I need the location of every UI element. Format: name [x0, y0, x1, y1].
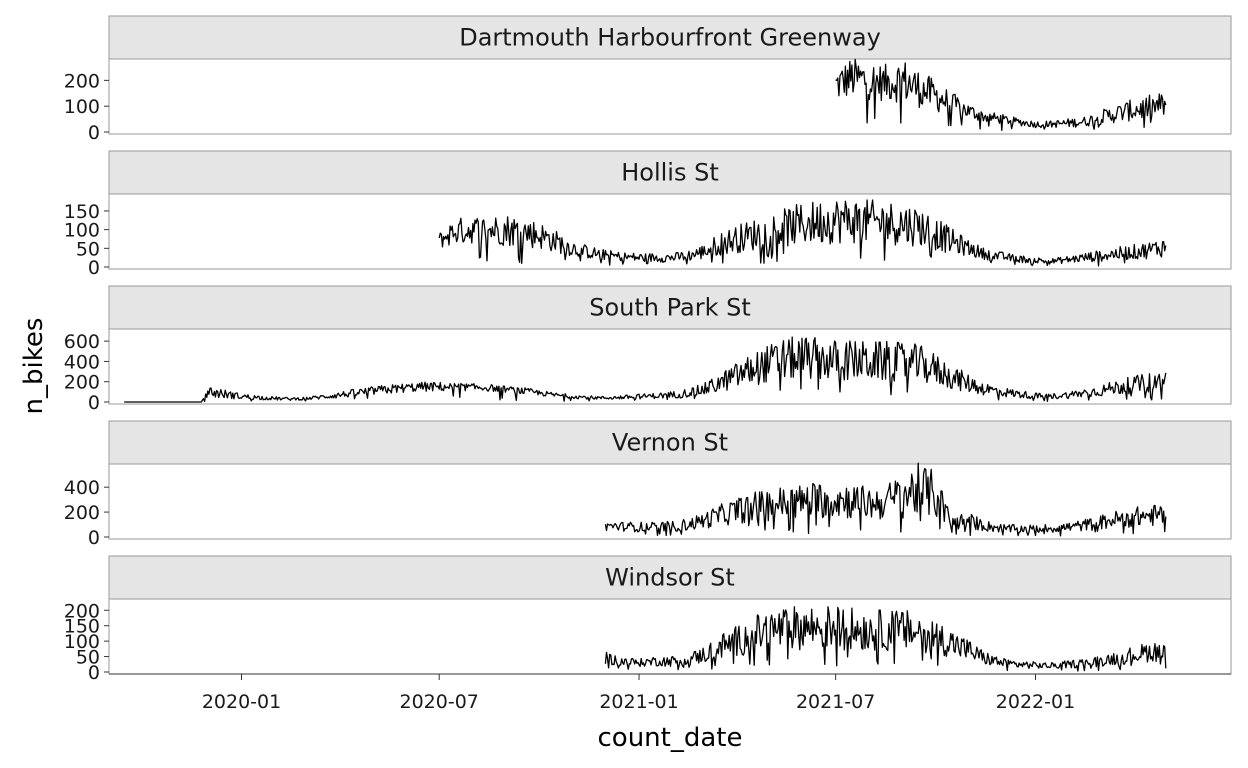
facet-strip [108, 150, 1232, 195]
y-tick-label: 150 [64, 201, 100, 223]
x-tick-label: 2020-01 [202, 691, 281, 713]
facet-strip [108, 420, 1232, 465]
facet-vernon-st: Vernon St 0 200 400 [64, 420, 1232, 549]
series-line [438, 199, 1167, 267]
series-line [124, 336, 1167, 403]
y-tick-label: 0 [88, 122, 100, 144]
y-tick-label: 200 [64, 372, 100, 394]
y-tick-label: 400 [64, 477, 100, 499]
panel-border [108, 328, 1232, 405]
x-axis: 2020-01 2020-07 2021-01 2021-07 2022-01 [109, 673, 1231, 713]
x-axis-title: count_date [598, 723, 743, 753]
y-tick-label: 50 [76, 647, 100, 669]
x-tick-label: 2020-07 [399, 691, 478, 713]
facet-strip [108, 285, 1232, 330]
facet-title: Dartmouth Harbourfront Greenway [459, 24, 881, 52]
x-tick-label: 2021-07 [796, 691, 875, 713]
facet-title: Windsor St [605, 564, 735, 592]
series-line [835, 58, 1167, 131]
y-tick-label: 0 [88, 662, 100, 684]
facet-dartmouth-harbourfront-greenway: Dartmouth Harbourfront Greenway 0 100 200 [64, 15, 1232, 144]
x-tick-label: 2021-01 [599, 691, 678, 713]
y-tick-label: 600 [64, 331, 100, 353]
y-tick-label: 100 [64, 220, 100, 242]
y-tick-label: 400 [64, 351, 100, 373]
panel-border [108, 463, 1232, 540]
facet-title: Hollis St [621, 159, 719, 187]
y-tick-label: 200 [64, 70, 100, 92]
y-tick-label: 0 [88, 392, 100, 414]
series-line [604, 606, 1167, 672]
y-tick-label: 100 [64, 631, 100, 653]
y-axis-title: n_bikes [19, 318, 49, 415]
y-tick-label: 200 [64, 502, 100, 524]
y-tick-label: 100 [64, 96, 100, 118]
y-tick-label: 0 [88, 257, 100, 279]
y-tick-label: 0 [88, 527, 100, 549]
y-tick-label: 150 [64, 616, 100, 638]
x-tick-label: 2022-01 [996, 691, 1075, 713]
series-line [604, 462, 1167, 537]
panel-border [108, 193, 1232, 270]
y-tick-label: 50 [76, 238, 100, 260]
facet-title: Vernon St [612, 429, 728, 457]
y-tick-label: 200 [64, 600, 100, 622]
panel-border [108, 58, 1232, 135]
facet-title: South Park St [589, 294, 751, 322]
facet-strip [108, 15, 1232, 60]
